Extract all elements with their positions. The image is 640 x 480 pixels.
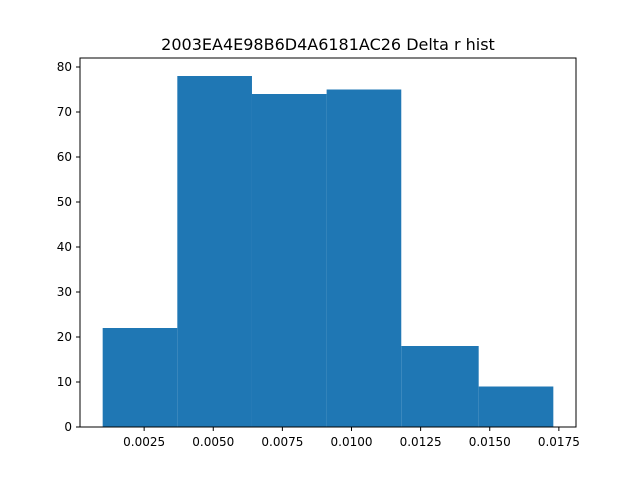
y-tick-label: 70 [57,105,72,119]
y-tick-label: 40 [57,240,72,254]
y-axis-ticks: 0 10 20 30 40 50 60 70 80 [57,60,80,434]
chart-title: 2003EA4E98B6D4A6181AC26 Delta r hist [161,35,495,54]
histogram-bar-4 [326,89,402,427]
x-axis-ticks: 0.0025 0.0050 0.0075 0.0100 0.0125 0.0150 0.01… [123,427,580,449]
histogram-bar-2 [177,76,252,427]
x-tick-label: 0.0175 [538,435,580,449]
y-tick-label: 20 [57,330,72,344]
x-tick-label: 0.0075 [261,435,303,449]
y-tick-label: 50 [57,195,72,209]
histogram-bar-3 [251,94,327,427]
y-tick-label: 0 [64,420,72,434]
y-tick-label: 80 [57,60,72,74]
y-tick-label: 30 [57,285,72,299]
histogram-bar-6 [478,386,554,427]
y-tick-label: 60 [57,150,72,164]
x-tick-label: 0.0025 [123,435,165,449]
y-tick-label: 10 [57,375,72,389]
x-tick-label: 0.0050 [192,435,234,449]
x-tick-label: 0.0150 [469,435,511,449]
histogram-bar-1 [102,328,178,427]
bars-group [102,76,554,427]
plot-frame [79,57,577,428]
histogram-bar-5 [401,346,479,427]
x-tick-label: 0.0100 [331,435,373,449]
x-tick-label: 0.0125 [400,435,442,449]
